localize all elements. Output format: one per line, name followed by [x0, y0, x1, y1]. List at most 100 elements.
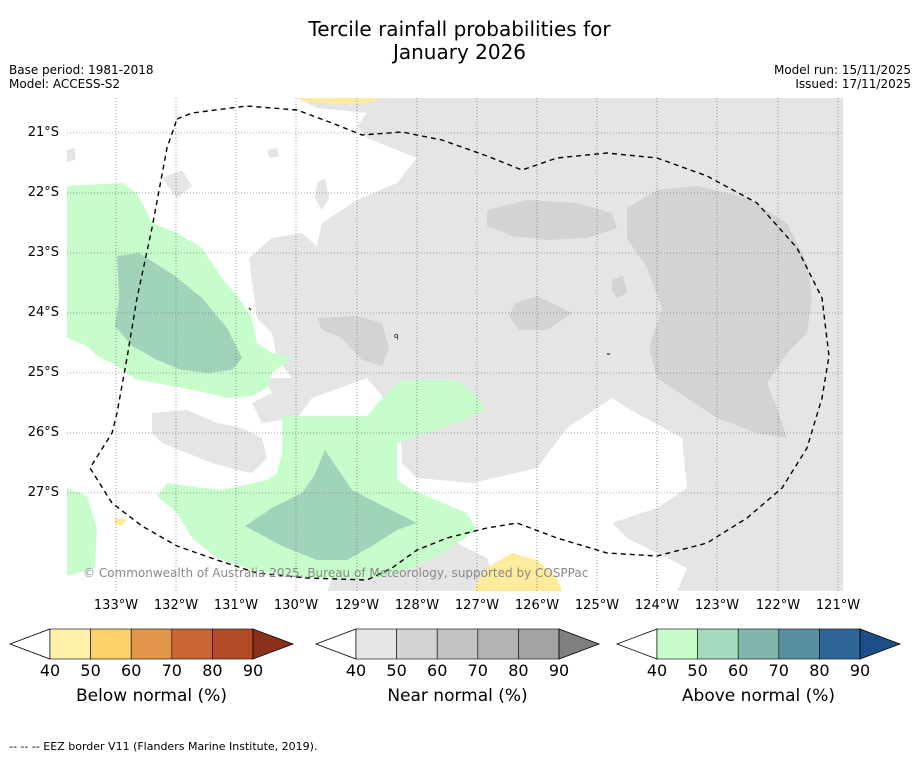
lon-label-129w: 129°W [334, 598, 380, 613]
near-normal-40-southwest [152, 410, 267, 473]
colorbar-above-normal [615, 628, 902, 660]
above-normal-60-south [245, 450, 417, 560]
colorbar-segment [697, 628, 739, 660]
colorbar-near-normal [314, 628, 601, 660]
colorbar-segment [518, 628, 560, 660]
lon-label-122w: 122°W [755, 598, 801, 613]
colorbar-segment [778, 628, 820, 660]
model-run: Model run: 15/11/2025 [773, 63, 911, 77]
lat-label-27s: 27°S [27, 485, 59, 500]
colorbar-tick-label: 40 [39, 661, 61, 680]
lat-label-22s: 22°S [27, 185, 59, 200]
colorbar-segment [49, 628, 91, 660]
lon-label-132w: 132°W [153, 598, 199, 613]
issued-date: Issued: 17/11/2025 [795, 77, 911, 91]
colorbar-segment [477, 628, 519, 660]
colorbar-segment [396, 628, 438, 660]
colorbar-right-extend [558, 628, 601, 660]
colorbar-tick-label: 60 [121, 661, 142, 680]
colorbar-title-near: Near normal (%) [387, 686, 528, 706]
colorbar-tick-label: 70 [467, 661, 488, 680]
eez-legend-footer: -- -- -- EEZ border V11 (Flanders Marine… [9, 740, 318, 753]
colorbar-right-extend [859, 628, 902, 660]
colorbar-tick-label: 60 [728, 661, 749, 680]
colorbar-tick-label: 50 [80, 661, 101, 680]
colorbar-left-extend [314, 628, 357, 660]
colorbar-tick-label: 50 [386, 661, 407, 680]
lon-label-128w: 128°W [394, 598, 440, 613]
colorbar-segment [819, 628, 861, 660]
lon-label-126w: 126°W [514, 598, 560, 613]
lon-label-124w: 124°W [634, 598, 680, 613]
below-normal-40-north [297, 98, 382, 104]
latitude-gridlines [67, 132, 843, 494]
lat-label-23s: 23°S [27, 245, 59, 260]
island-marker-1: q [394, 332, 398, 340]
colorbar-left-extend [8, 628, 51, 660]
meta-left: Base period: 1981-2018 Model: ACCESS-S2 [9, 63, 154, 91]
title-line-2: January 2026 [392, 40, 527, 64]
lat-label-25s: 25°S [27, 365, 59, 380]
colorbar-tick-label: 40 [345, 661, 367, 680]
copyright-text: © Commonwealth of Australia 2025, Bureau… [83, 566, 588, 580]
colorbar-tick-label: 90 [849, 661, 871, 680]
colorbar-segment [436, 628, 479, 660]
lon-label-125w: 125°W [574, 598, 620, 613]
near-normal-50-west [317, 316, 389, 366]
colorbar-tick-label: 90 [242, 661, 264, 680]
near-normal-50-small [612, 276, 627, 298]
near-normal-40-islet [162, 170, 192, 198]
map-panel: q © Commonwealth of Australia 2025, Bure… [67, 98, 843, 591]
colorbar-tick-label: 50 [687, 661, 708, 680]
colorbar-tick-label: 80 [202, 661, 223, 680]
colorbar-tick-label: 70 [161, 661, 182, 680]
colorbar-tick-label: 80 [508, 661, 529, 680]
below-normal-40-sw-spot [115, 518, 127, 526]
lon-label-131w: 131°W [213, 598, 259, 613]
lon-label-130w: 130°W [273, 598, 319, 613]
colorbar-segment [90, 628, 132, 660]
lat-label-24s: 24°S [27, 305, 59, 320]
eez-border [89, 105, 830, 581]
map-canvas: q © Commonwealth of Australia 2025, Bure… [67, 98, 843, 591]
below-normal-40-south [472, 553, 562, 591]
colorbar-segment [212, 628, 254, 660]
above-normal-40-sw [67, 488, 97, 576]
colorbar-tick-label: 80 [809, 661, 830, 680]
colorbar-segment [355, 628, 397, 660]
colorbars-graphic [8, 628, 902, 660]
near-normal-50-north [487, 200, 617, 240]
lat-label-26s: 26°S [27, 425, 59, 440]
lon-label-123w: 123°W [694, 598, 740, 613]
map-title: Tercile rainfall probabilities for Janua… [0, 18, 919, 64]
colorbar-left-extend [615, 628, 658, 660]
colorbar-title-below: Below normal (%) [76, 686, 227, 706]
colorbar-segment [737, 628, 780, 660]
colorbar-tick-label: 70 [768, 661, 789, 680]
near-normal-50-center [509, 296, 572, 330]
near-normal-40-east-lobe [397, 173, 612, 428]
colorbar-segment [171, 628, 213, 660]
colorbar-tick-label: 60 [427, 661, 448, 680]
longitude-gridlines [115, 98, 839, 591]
colorbar-tick-label: 40 [646, 661, 668, 680]
colorbar-segment [656, 628, 698, 660]
lon-label-127w: 127°W [454, 598, 500, 613]
colorbar-segment [130, 628, 173, 660]
base-period: Base period: 1981-2018 [9, 63, 154, 77]
colorbar-below-normal [8, 628, 295, 660]
lat-label-21s: 21°S [27, 125, 59, 140]
colorbar-title-above: Above normal (%) [681, 686, 836, 706]
meta-right: Model run: 15/11/2025 Issued: 17/11/2025 [774, 63, 911, 91]
colorbar-right-extend [252, 628, 295, 660]
near-normal-50-east [627, 186, 812, 438]
near-normal-40-islet-4 [267, 148, 279, 158]
lon-label-121w: 121°W [815, 598, 861, 613]
island-marker-3 [248, 307, 252, 311]
lon-label-133w: 133°W [93, 598, 139, 613]
model-name: Model: ACCESS-S2 [9, 77, 121, 91]
near-normal-40-islet-3 [67, 148, 75, 162]
colorbar-tick-label: 90 [548, 661, 570, 680]
title-line-1: Tercile rainfall probabilities for [308, 17, 611, 41]
near-normal-40-islet-2 [315, 178, 329, 210]
